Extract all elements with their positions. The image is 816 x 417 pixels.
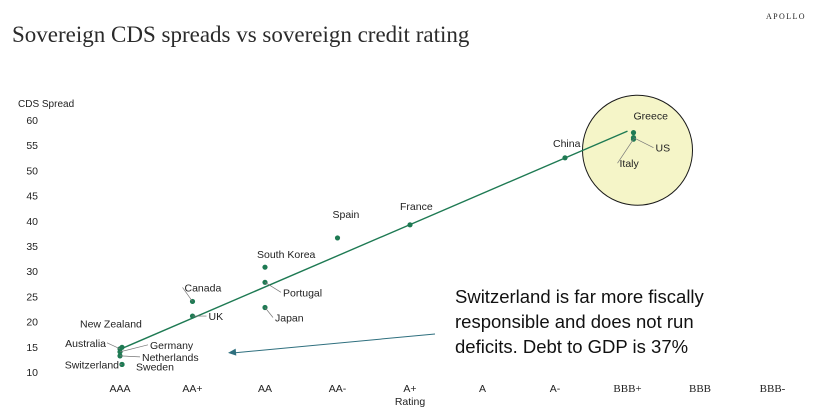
label-greece: Greece	[634, 111, 669, 123]
x-tick-label: AA-	[329, 383, 347, 395]
label-spain: Spain	[333, 209, 360, 221]
annotation-arrow-head	[228, 348, 237, 356]
x-tick-label: BBB	[689, 383, 711, 395]
label-south-korea: South Korea	[257, 249, 316, 261]
annotation-line: responsible and does not run	[455, 311, 694, 332]
brand-logo: APOLLO	[766, 12, 806, 21]
label-china: China	[553, 138, 581, 150]
label-portugal: Portugal	[283, 287, 322, 299]
leader-portugal	[264, 281, 282, 293]
annotation-line: deficits. Debt to GDP is 37%	[455, 336, 688, 357]
y-tick-label: 30	[26, 266, 38, 278]
label-new-zealand: New Zealand	[80, 318, 142, 330]
label-australia: Australia	[65, 338, 106, 350]
y-tick-label: 10	[26, 367, 38, 379]
point-new-zealand	[119, 344, 125, 350]
x-tick-label: BBB-	[760, 383, 786, 395]
x-axis-label: Rating	[395, 396, 426, 408]
label-us: US	[656, 143, 671, 155]
label-canada: Canada	[185, 282, 222, 294]
label-france: France	[400, 201, 433, 213]
point-france	[407, 222, 413, 228]
x-tick-label: AAA	[109, 383, 130, 395]
y-tick-label: 35	[26, 241, 38, 253]
x-tick-label: BBB+	[613, 383, 641, 395]
leader-canada	[182, 287, 193, 302]
point-south-korea	[262, 264, 268, 270]
chart-title: Sovereign CDS spreads vs sovereign credi…	[12, 22, 470, 47]
x-tick-label: AA	[258, 383, 272, 395]
y-tick-label: 45	[26, 191, 38, 203]
leader-netherlands	[119, 355, 141, 358]
label-sweden: Sweden	[136, 361, 174, 373]
point-spain	[334, 235, 341, 241]
leader-australia	[106, 342, 121, 350]
y-tick-label: 40	[26, 216, 38, 228]
x-tick-label: A+	[403, 383, 416, 395]
label-italy: Italy	[620, 158, 640, 170]
x-tick-label: AA+	[182, 383, 202, 395]
leader-japan	[264, 307, 274, 318]
y-tick-label: 50	[26, 165, 38, 177]
y-tick-label: 15	[26, 342, 38, 354]
leader-italy	[617, 138, 634, 164]
x-tick-label: A	[479, 383, 486, 395]
label-uk: UK	[209, 311, 224, 323]
annotation-arrow-line	[233, 333, 436, 354]
trend-line	[119, 130, 628, 350]
label-netherlands: Netherlands	[142, 352, 199, 364]
x-tick-label: A-	[550, 383, 561, 395]
y-tick-label: 20	[26, 317, 38, 329]
point-china	[562, 155, 568, 161]
y-axis-label: CDS Spread	[18, 99, 74, 110]
point-italy	[630, 136, 637, 142]
y-tick-label: 55	[26, 140, 38, 152]
leader-germany	[119, 344, 149, 353]
leader-us	[633, 137, 654, 148]
y-tick-label: 25	[26, 291, 38, 303]
point-greece	[630, 130, 637, 136]
label-japan: Japan	[275, 312, 304, 324]
annotation-line: Switzerland is far more fiscally	[455, 286, 705, 307]
label-switzerland: Switzerland	[65, 359, 119, 371]
label-germany: Germany	[150, 340, 194, 352]
y-tick-label: 60	[26, 115, 38, 127]
